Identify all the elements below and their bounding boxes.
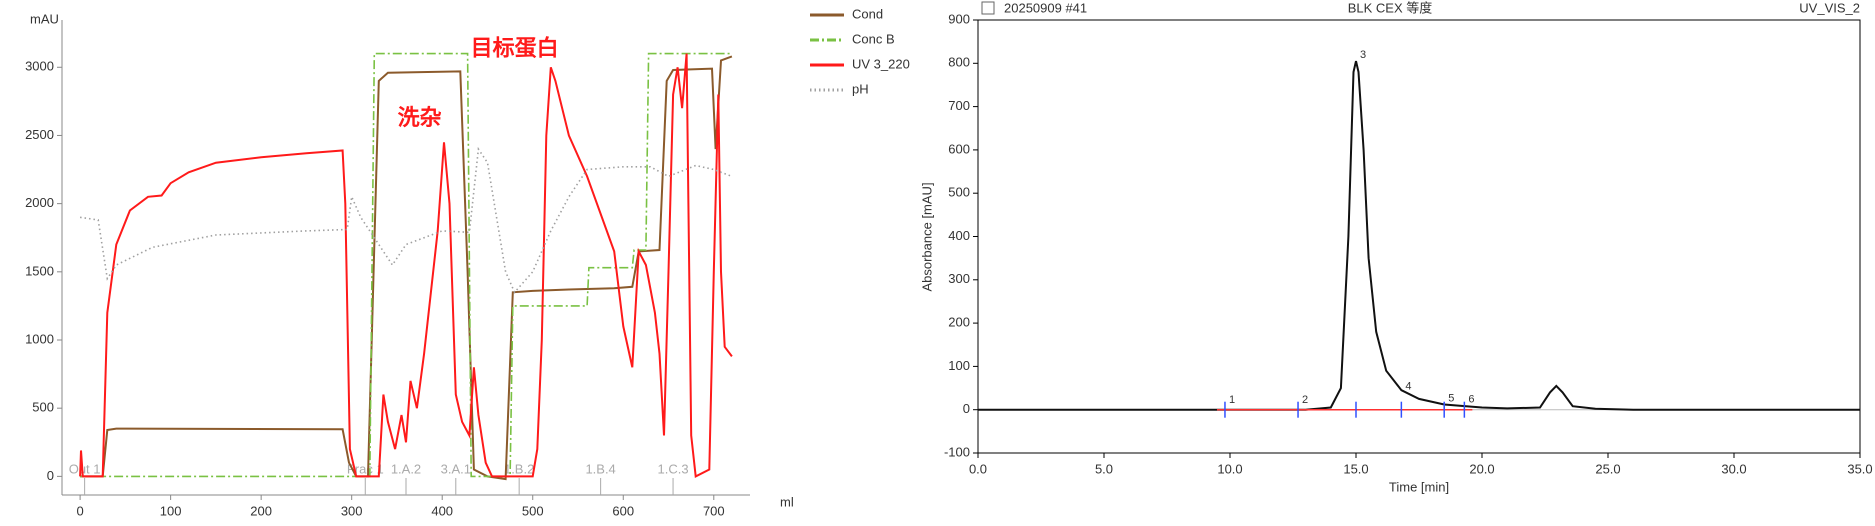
fraction-label: 3.A.1 bbox=[441, 461, 471, 476]
peak-label: 1 bbox=[1229, 394, 1235, 406]
plot-frame bbox=[977, 19, 1861, 454]
series-line bbox=[79, 53, 733, 478]
legend-label: Conc B bbox=[852, 31, 895, 46]
x-tick-label: 35.0 bbox=[1847, 461, 1872, 476]
x-tick-label: 20.0 bbox=[1469, 461, 1494, 476]
y-tick-label: 3000 bbox=[25, 59, 54, 74]
y-tick-label: 1000 bbox=[25, 331, 54, 346]
x-axis-label: Time [min] bbox=[1389, 479, 1449, 494]
series-line bbox=[79, 146, 733, 294]
x-tick-label: 200 bbox=[250, 503, 272, 518]
fraction-label: 1.B.4 bbox=[585, 461, 615, 476]
y-tick-label: 2000 bbox=[25, 195, 54, 210]
legend-label: UV 3_220 bbox=[852, 56, 910, 71]
y-tick-label: 400 bbox=[948, 228, 970, 243]
fraction-label: 1.B.2 bbox=[504, 461, 534, 476]
x-tick-label: 15.0 bbox=[1343, 461, 1368, 476]
y-tick-label: 500 bbox=[32, 400, 54, 415]
peak-label: 2 bbox=[1302, 394, 1308, 406]
x-tick-label: 10.0 bbox=[1217, 461, 1242, 476]
y-axis-label: Absorbance [mAU] bbox=[919, 182, 934, 291]
x-tick-label: 5.0 bbox=[1095, 461, 1113, 476]
x-tick-label: 25.0 bbox=[1595, 461, 1620, 476]
y-tick-label: 900 bbox=[948, 11, 970, 26]
x-tick-label: 300 bbox=[341, 503, 363, 518]
annotation: 目标蛋白 bbox=[471, 35, 559, 60]
x-tick-label: 400 bbox=[431, 503, 453, 518]
fraction-label: 1.C.3 bbox=[658, 461, 689, 476]
y-tick-label: 0 bbox=[47, 468, 54, 483]
y-tick-label: 100 bbox=[948, 358, 970, 373]
fraction-label: 1.A.2 bbox=[391, 461, 421, 476]
peak-label: 5 bbox=[1448, 392, 1454, 404]
fraction-label: Out 1 bbox=[69, 461, 101, 476]
y-tick-label: 2500 bbox=[25, 127, 54, 142]
peak-label: 6 bbox=[1468, 393, 1474, 405]
legend-label: pH bbox=[852, 81, 869, 96]
y-axis-label: mAU bbox=[30, 11, 59, 26]
x-tick-label: 0.0 bbox=[969, 461, 987, 476]
y-tick-label: 1500 bbox=[25, 263, 54, 278]
y-tick-label: 800 bbox=[948, 55, 970, 70]
y-tick-label: -100 bbox=[944, 444, 970, 459]
series-line bbox=[80, 55, 733, 481]
x-tick-label: 100 bbox=[160, 503, 182, 518]
y-tick-label: 200 bbox=[948, 315, 970, 330]
y-tick-label: 700 bbox=[948, 98, 970, 113]
peak-label: 3 bbox=[1360, 49, 1366, 61]
x-tick-label: 0 bbox=[76, 503, 83, 518]
peak-label: 4 bbox=[1405, 380, 1411, 392]
y-tick-label: 500 bbox=[948, 185, 970, 200]
header-icon bbox=[981, 1, 995, 15]
legend-label: Cond bbox=[852, 6, 883, 21]
x-tick-label: 600 bbox=[612, 503, 634, 518]
x-tick-label: 700 bbox=[703, 503, 725, 518]
x-tick-label: 30.0 bbox=[1721, 461, 1746, 476]
y-tick-label: 600 bbox=[948, 141, 970, 156]
annotation: 洗杂 bbox=[398, 105, 442, 130]
header-left: 20250909 #41 bbox=[1004, 0, 1087, 15]
x-axis-label: ml bbox=[780, 494, 794, 509]
y-tick-label: 300 bbox=[948, 271, 970, 286]
y-tick-label: 0 bbox=[963, 401, 970, 416]
x-tick-label: 500 bbox=[522, 503, 544, 518]
series-line bbox=[80, 52, 732, 478]
series-line bbox=[978, 60, 1860, 411]
chart-title: BLK CEX 等度 bbox=[1348, 0, 1433, 15]
header-right: UV_VIS_2 bbox=[1799, 0, 1860, 15]
